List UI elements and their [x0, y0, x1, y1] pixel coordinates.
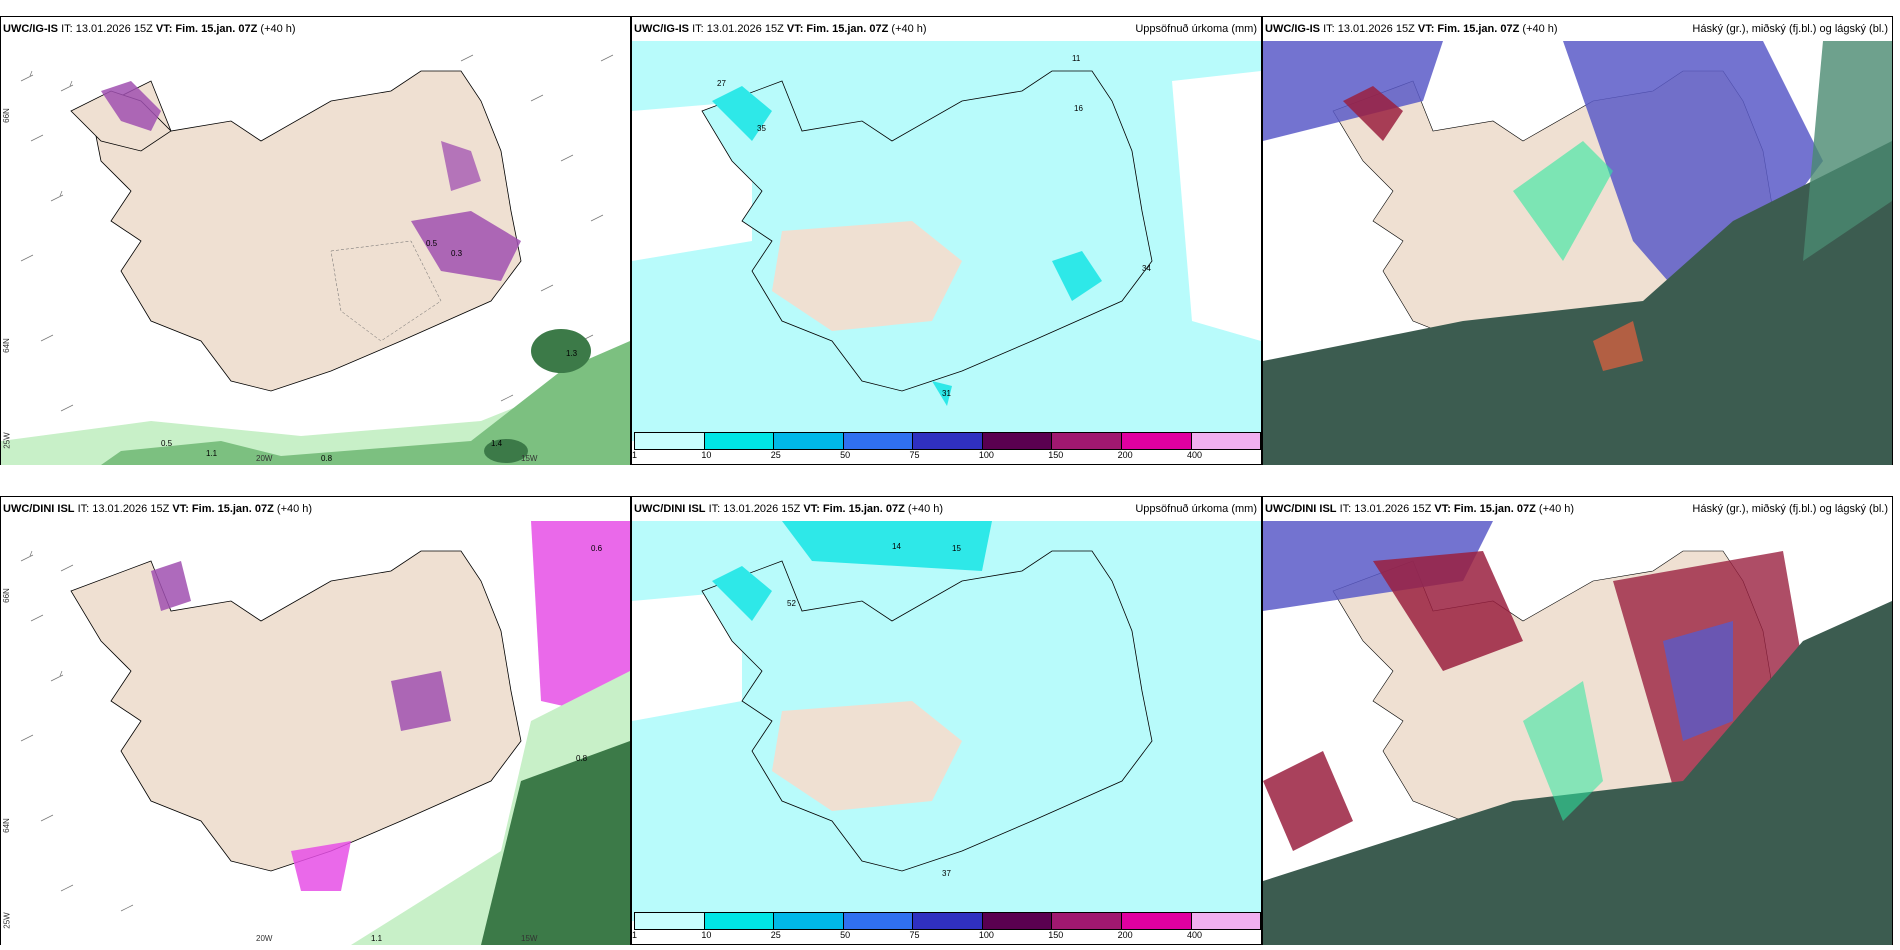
lon-label: 20W: [256, 934, 273, 943]
label: 0.5: [161, 439, 173, 448]
label: 1.1: [206, 449, 218, 458]
panel-header: UWC/IG-IS IT: 13.01.2026 15Z VT: Fim. 15…: [1265, 23, 1558, 35]
panel-subtitle: Háský (gr.), miðský (fj.bl.) og lágský (…: [1692, 503, 1888, 515]
iceland-land: [90, 70, 522, 392]
cloud-map-svg: [1263, 41, 1892, 465]
panel-dini-precip: UWC/DINI ISL IT: 13.01.2026 15Z VT: Fim.…: [631, 496, 1262, 945]
precip-map: 14 15 52 37: [632, 521, 1261, 921]
panel-subtitle: Háský (gr.), miðský (fj.bl.) og lágský (…: [1692, 23, 1888, 35]
lat-label: 64N: [1, 818, 11, 833]
precip-map-svg: 11 16 27 35 34 31: [632, 41, 1261, 441]
label: 0.8: [576, 754, 588, 763]
lon-label: 15W: [521, 454, 538, 463]
precip-value: 11: [1072, 54, 1081, 63]
label: 0.6: [591, 544, 603, 553]
precip-value: 15: [952, 544, 961, 553]
colorbar: [634, 912, 1261, 930]
colorbar-labels: 1 10 25 50 75 100 150 200 400: [632, 930, 1203, 940]
lat-label: 66N: [1, 588, 11, 603]
wind-map: 0.6 0.8 1.1 20W 15W 66N 64N 25W: [1, 521, 630, 945]
panel-header: UWC/DINI ISL IT: 13.01.2026 15Z VT: Fim.…: [1265, 503, 1575, 515]
label: 1.3: [566, 349, 578, 358]
cloud-map: [1263, 521, 1892, 945]
precip-value: 14: [892, 542, 901, 551]
label: 0.3: [451, 249, 463, 258]
panel-ig-precip: UWC/IG-IS IT: 13.01.2026 15Z VT: Fim. 15…: [631, 16, 1262, 465]
colorbar-labels: 1 10 25 50 75 100 150 200 400: [632, 450, 1203, 460]
lat-label: 64N: [1, 338, 11, 353]
precip-map: 11 16 27 35 34 31: [632, 41, 1261, 441]
panel-header: UWC/DINI ISL IT: 13.01.2026 15Z VT: Fim.…: [3, 503, 313, 515]
panel-ig-wind: UWC/IG-IS IT: 13.01.2026 15Z VT: Fim. 15…: [0, 16, 631, 465]
precip-value: 31: [942, 389, 951, 398]
wind-map-svg: 0.6 0.8 1.1: [1, 521, 630, 945]
panel-header: UWC/IG-IS IT: 13.01.2026 15Z VT: Fim. 15…: [634, 23, 927, 35]
cloud-map: [1263, 41, 1892, 465]
label: 0.5: [426, 239, 438, 248]
panel-dini-wind: UWC/DINI ISL IT: 13.01.2026 15Z VT: Fim.…: [0, 496, 631, 945]
wind-map: 0.5 1.1 0.8 1.4 1.3 0.5 0.3 20W 15W 66N …: [1, 41, 630, 465]
precip-value: 35: [757, 124, 766, 133]
precip-value: 37: [942, 869, 951, 878]
precip-value: 52: [787, 599, 796, 608]
wind-map-svg: 0.5 1.1 0.8 1.4 1.3 0.5 0.3: [1, 41, 630, 465]
panel-dini-clouds: UWC/DINI ISL IT: 13.01.2026 15Z VT: Fim.…: [1262, 496, 1893, 945]
label: 1.1: [371, 934, 383, 943]
label: 0.8: [321, 454, 333, 463]
precip-map-svg: 14 15 52 37: [632, 521, 1261, 921]
label: 1.4: [491, 439, 503, 448]
lat-label: 66N: [1, 108, 11, 123]
cloud-map-svg: [1263, 521, 1892, 945]
colorbar: [634, 432, 1261, 450]
panel-header: UWC/DINI ISL IT: 13.01.2026 15Z VT: Fim.…: [634, 503, 944, 515]
lat-label: 25W: [2, 912, 12, 929]
precip-value: 27: [717, 79, 726, 88]
lon-label: 15W: [521, 934, 538, 943]
panel-header: UWC/IG-IS IT: 13.01.2026 15Z VT: Fim. 15…: [3, 23, 296, 35]
lat-label: 25W: [2, 432, 12, 449]
lon-label: 20W: [256, 454, 273, 463]
panel-subtitle: Uppsöfnuð úrkoma (mm): [1135, 503, 1257, 515]
precip-value: 34: [1142, 264, 1151, 273]
precip-value: 16: [1074, 104, 1083, 113]
panel-ig-clouds: UWC/IG-IS IT: 13.01.2026 15Z VT: Fim. 15…: [1262, 16, 1893, 465]
panel-subtitle: Uppsöfnuð úrkoma (mm): [1135, 23, 1257, 35]
